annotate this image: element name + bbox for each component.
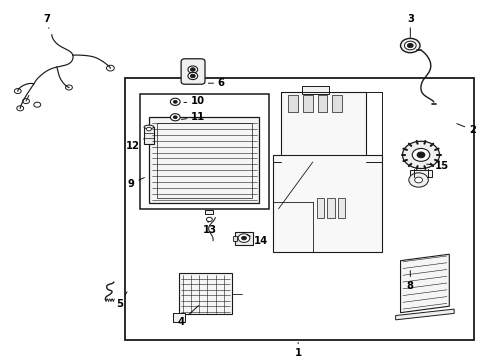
Bar <box>331 95 341 112</box>
Circle shape <box>173 116 177 119</box>
Circle shape <box>408 173 427 187</box>
Circle shape <box>34 102 41 107</box>
Bar <box>337 198 345 218</box>
Bar <box>316 198 324 218</box>
Circle shape <box>187 72 197 80</box>
Bar <box>144 127 154 144</box>
Bar <box>234 232 253 244</box>
Text: 9: 9 <box>128 177 144 189</box>
Circle shape <box>190 74 195 78</box>
Circle shape <box>146 127 151 131</box>
Polygon shape <box>395 309 453 320</box>
FancyBboxPatch shape <box>181 59 204 84</box>
Circle shape <box>17 106 23 111</box>
Text: 6: 6 <box>208 78 224 88</box>
Text: 7: 7 <box>43 14 50 28</box>
Text: 4: 4 <box>177 306 198 327</box>
Bar <box>317 95 327 112</box>
Circle shape <box>404 41 415 50</box>
Text: 11: 11 <box>181 112 204 122</box>
Circle shape <box>411 148 429 161</box>
Circle shape <box>414 177 422 183</box>
Text: 13: 13 <box>203 221 217 235</box>
Circle shape <box>407 43 412 48</box>
Text: 10: 10 <box>183 96 204 106</box>
Text: 12: 12 <box>125 139 144 151</box>
Bar <box>157 123 251 198</box>
Text: 3: 3 <box>406 14 413 37</box>
Bar <box>204 210 213 214</box>
Circle shape <box>106 65 114 71</box>
Bar <box>281 92 366 162</box>
Bar <box>172 314 184 322</box>
Bar <box>272 155 382 252</box>
Bar <box>303 95 312 112</box>
Circle shape <box>22 99 29 104</box>
Text: 1: 1 <box>294 342 301 358</box>
Bar <box>232 236 236 241</box>
Circle shape <box>206 217 212 222</box>
Circle shape <box>241 236 246 240</box>
Circle shape <box>170 98 180 105</box>
Bar <box>178 273 232 315</box>
Text: 8: 8 <box>406 271 413 291</box>
Circle shape <box>173 100 177 103</box>
Circle shape <box>14 89 21 94</box>
Text: 5: 5 <box>117 292 127 309</box>
Bar <box>327 198 334 218</box>
Circle shape <box>238 234 249 242</box>
Bar <box>149 117 259 203</box>
Text: 14: 14 <box>246 235 268 246</box>
Circle shape <box>402 141 439 168</box>
Circle shape <box>187 66 197 73</box>
Ellipse shape <box>144 125 154 129</box>
Text: 2: 2 <box>456 123 475 135</box>
Circle shape <box>400 39 419 53</box>
Circle shape <box>65 85 72 90</box>
Circle shape <box>190 68 195 71</box>
Polygon shape <box>400 254 448 313</box>
Bar <box>140 94 268 209</box>
Bar <box>302 86 328 94</box>
Bar <box>125 78 473 339</box>
Text: 15: 15 <box>426 161 448 171</box>
Bar <box>409 170 431 177</box>
Bar <box>288 95 298 112</box>
Circle shape <box>170 114 180 121</box>
Circle shape <box>416 152 424 158</box>
